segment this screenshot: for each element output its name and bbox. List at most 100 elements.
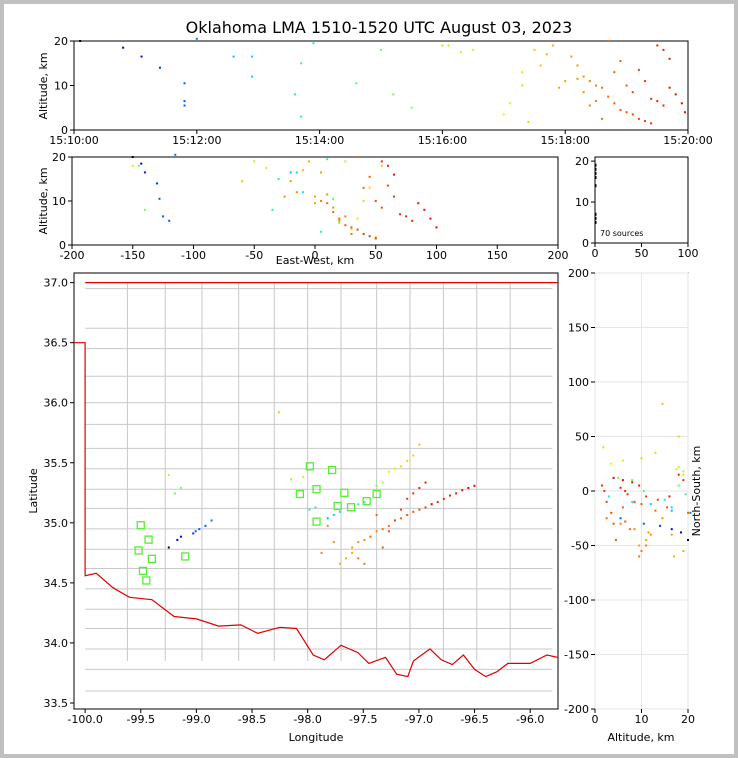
map-y-tick-label: 35.0 [44, 517, 69, 530]
map-source-point [400, 465, 403, 468]
time-source-point [472, 48, 475, 51]
ew-source-point [356, 217, 359, 220]
ns-x-tick-label: 0 [592, 713, 599, 726]
map-source-point [357, 541, 360, 544]
ew-source-point [350, 228, 353, 231]
ew-x-tick-label: -150 [120, 249, 145, 262]
ew-source-point [320, 230, 323, 233]
map-panel-ticks: -100.0 -99.5 -99.0 -98.5 -98.0 -97.5 -97.0 -96.… [44, 277, 545, 726]
source-count: 70 sources [600, 229, 643, 238]
map-x-tick-label: -97.5 [349, 713, 377, 726]
ns-source-point [614, 539, 617, 542]
ew-source-point [429, 217, 432, 220]
map-source-point [436, 501, 439, 504]
ns-source-point [661, 517, 664, 520]
ew-source-point [140, 162, 143, 165]
ew-source-point [143, 208, 146, 211]
ew-source-point [392, 173, 395, 176]
ns-source-point [602, 446, 605, 449]
map-source-point [461, 489, 464, 492]
map-y-tick-label: 36.0 [44, 397, 69, 410]
time-source-point [668, 86, 671, 89]
ew-source-point [162, 215, 165, 218]
hist-bar [595, 184, 597, 188]
ew-source-point [277, 178, 280, 180]
ns-source-point [612, 476, 615, 479]
ew-x-tick-label: 50 [369, 249, 383, 262]
hist-y-tick-label: 20 [575, 155, 589, 168]
ns-source-point [607, 495, 610, 498]
time-source-point [582, 75, 585, 78]
map-source-point [381, 528, 384, 531]
ew-source-point [350, 226, 353, 229]
ew-x-tick-label: 150 [487, 249, 508, 262]
map-y-tick-label: 33.5 [44, 697, 69, 710]
ew-x-tick-label: -50 [245, 249, 263, 262]
time-x-tick-label: 15:10:00 [49, 134, 98, 147]
ew-source-point [289, 180, 292, 183]
ns-source-point [633, 500, 636, 503]
station-marker [312, 485, 321, 494]
station-marker [136, 521, 145, 530]
time-source-point [656, 100, 659, 103]
time-source-point [183, 100, 186, 103]
ns-panel-grid [594, 272, 689, 710]
time-source-point [539, 64, 542, 67]
ns-source-point [670, 528, 673, 531]
ns-source-point [621, 459, 624, 462]
ew-x-tick-label: -200 [60, 249, 85, 262]
ns-source-point [640, 457, 643, 460]
map-source-point [314, 506, 317, 509]
ns-source-point [682, 549, 685, 552]
hist-y-tick-label: 0 [582, 237, 589, 250]
time-x-tick-label: 15:18:00 [540, 134, 589, 147]
ew-source-point [386, 184, 389, 187]
time-panel-ticks: 15:10:00 15:12:00 15:14:00 15:16:00 15:18:00… [49, 35, 712, 147]
ns-source-point [661, 402, 664, 405]
time-source-point [392, 93, 395, 96]
ns-source-point [654, 509, 657, 512]
map-panel-points [167, 411, 476, 565]
ew-source-point [344, 160, 347, 163]
ns-y-tick-label: 150 [568, 322, 589, 335]
time-source-point [613, 102, 616, 105]
map-source-point [387, 530, 390, 533]
map-source-point [393, 467, 396, 470]
time-source-point [564, 80, 567, 83]
ew-source-point [332, 206, 335, 209]
ew-source-point [374, 236, 377, 239]
ew-source-point [417, 202, 420, 205]
map-source-point [332, 514, 335, 517]
ns-source-point [638, 544, 641, 547]
map-source-point [418, 508, 421, 511]
map-source-point [192, 532, 195, 535]
map-source-point [345, 557, 348, 560]
hist-bar [595, 221, 597, 225]
hist-panel-bars [595, 163, 597, 225]
ns-y-tick-label: 50 [575, 431, 589, 444]
figure-canvas: Oklahoma LMA 1510-1520 UTC August 03, 20… [27, 18, 713, 744]
map-source-point [406, 459, 409, 462]
ew-source-point [320, 171, 323, 174]
time-x-tick-label: 15:20:00 [663, 134, 712, 147]
ew-source-point [301, 191, 304, 194]
time-y-tick-label: 10 [54, 80, 68, 93]
hist-x-tick-label: 0 [592, 247, 599, 260]
figure: Oklahoma LMA 1510-1520 UTC August 03, 20… [4, 4, 734, 754]
hist-y-tick-label: 10 [575, 196, 589, 209]
ns-y-tick-label: 200 [568, 267, 589, 280]
map-source-point [430, 503, 433, 506]
time-source-point [576, 64, 579, 67]
map-source-point [369, 497, 372, 500]
ns-y-tick-label: -100 [564, 594, 589, 607]
ew-source-point [314, 195, 316, 198]
ns-source-point [621, 506, 624, 509]
time-source-point [521, 84, 524, 87]
ew-source-point [301, 169, 304, 172]
map-source-point [363, 501, 366, 504]
ns-source-point [649, 533, 652, 536]
ew-source-point [320, 200, 323, 202]
ns-source-point [677, 466, 680, 469]
map-x-tick-label: -99.0 [182, 713, 210, 726]
time-panel-ylabel: Altitude, km [37, 52, 50, 119]
